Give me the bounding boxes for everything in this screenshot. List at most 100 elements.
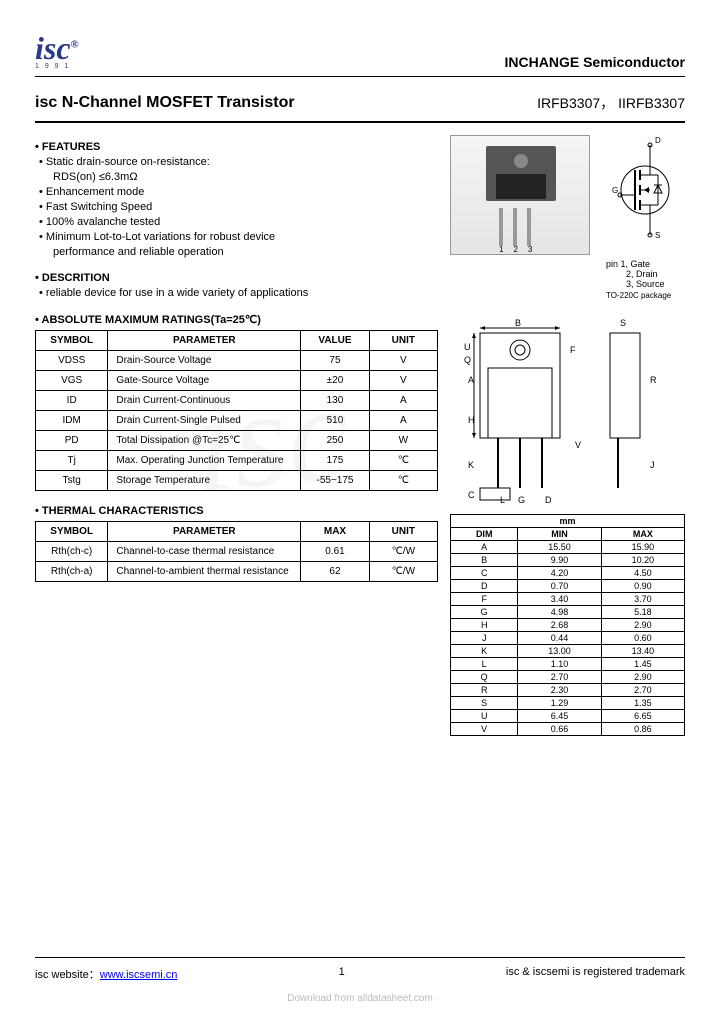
table-cell: Channel-to-case thermal resistance — [108, 542, 301, 562]
table-cell: 62 — [301, 562, 369, 582]
svg-text:G: G — [612, 186, 618, 195]
table-cell: 13.40 — [601, 645, 684, 658]
table-cell: 13.00 — [518, 645, 601, 658]
pin-3-label: 3, Source — [626, 279, 685, 289]
svg-text:G: G — [518, 495, 525, 505]
table-row: Q2.702.90 — [451, 671, 685, 684]
table-cell: Rth(ch-a) — [36, 562, 108, 582]
svg-text:H: H — [468, 415, 475, 425]
svg-text:R: R — [650, 375, 657, 385]
table-cell: 75 — [301, 351, 369, 371]
table-cell: 0.90 — [601, 580, 684, 593]
table-cell: 6.45 — [518, 710, 601, 723]
pin-2-label: 2, Drain — [626, 269, 685, 279]
description-heading: • DESCRITION — [35, 272, 438, 284]
table-row: L1.101.45 — [451, 658, 685, 671]
table-cell: Rth(ch-c) — [36, 542, 108, 562]
table-cell: VDSS — [36, 351, 108, 371]
table-cell: G — [451, 606, 518, 619]
table-cell: 0.44 — [518, 632, 601, 645]
col-symbol: SYMBOL — [36, 522, 108, 542]
table-row: Rth(ch-c)Channel-to-case thermal resista… — [36, 542, 438, 562]
table-cell: W — [369, 431, 437, 451]
table-cell: IDM — [36, 411, 108, 431]
table-cell: 4.98 — [518, 606, 601, 619]
col-value: VALUE — [301, 331, 369, 351]
table-cell: 1.45 — [601, 658, 684, 671]
table-row: C4.204.50 — [451, 567, 685, 580]
table-cell: L — [451, 658, 518, 671]
table-cell: H — [451, 619, 518, 632]
table-row: PDTotal Dissipation @Tc=25℃250W — [36, 431, 438, 451]
download-note: Download from alldatasheet.com — [0, 993, 720, 1004]
title-bar: isc N-Channel MOSFET Transistor IRFB3307… — [35, 85, 685, 123]
table-cell: 0.60 — [601, 632, 684, 645]
package-row: 123 D — [450, 135, 685, 300]
right-column: 123 D — [450, 135, 685, 736]
table-cell: 2.70 — [518, 671, 601, 684]
svg-text:J: J — [650, 460, 655, 470]
table-cell: 6.65 — [601, 710, 684, 723]
table-cell: Storage Temperature — [108, 471, 301, 491]
table-header-row: DIM MIN MAX — [451, 528, 685, 541]
dimensions-table: mm DIM MIN MAX A15.5015.90B9.9010.20C4.2… — [450, 514, 685, 736]
pin-1-label: pin 1, Gate — [606, 259, 685, 269]
col-dim: DIM — [451, 528, 518, 541]
table-cell: 4.50 — [601, 567, 684, 580]
description-text: • reliable device for use in a wide vari… — [39, 287, 438, 299]
table-row: VDSSDrain-Source Voltage75V — [36, 351, 438, 371]
table-cell: U — [451, 710, 518, 723]
svg-text:B: B — [515, 318, 521, 328]
table-row: VGSGate-Source Voltage±20V — [36, 371, 438, 391]
table-cell: 0.86 — [601, 723, 684, 736]
col-max: MAX — [301, 522, 369, 542]
col-unit: UNIT — [369, 522, 437, 542]
table-cell: J — [451, 632, 518, 645]
col-max: MAX — [601, 528, 684, 541]
svg-text:D: D — [545, 495, 552, 505]
table-header-row: SYMBOL PARAMETER MAX UNIT — [36, 522, 438, 542]
company-name: INCHANGE Semiconductor — [505, 54, 685, 70]
table-cell: 2.70 — [601, 684, 684, 697]
table-cell: Drain-Source Voltage — [108, 351, 301, 371]
table-cell: R — [451, 684, 518, 697]
footer-website: isc website：www.iscsemi.cn — [35, 966, 177, 982]
table-row: U6.456.65 — [451, 710, 685, 723]
table-cell: 0.70 — [518, 580, 601, 593]
part-numbers: IRFB3307， IIRFB3307 — [537, 93, 685, 113]
table-row: IDDrain Current-Continuous130A — [36, 391, 438, 411]
table-row: S1.291.35 — [451, 697, 685, 710]
trademark-notice: isc & iscsemi is registered trademark — [506, 966, 685, 982]
table-cell: A — [451, 541, 518, 554]
table-cell: PD — [36, 431, 108, 451]
col-parameter: PARAMETER — [108, 522, 301, 542]
table-cell: 3.40 — [518, 593, 601, 606]
table-cell: Tj — [36, 451, 108, 471]
dims-heading: mm — [451, 515, 685, 528]
page-title: isc N-Channel MOSFET Transistor — [35, 94, 295, 112]
table-cell: 1.35 — [601, 697, 684, 710]
page-number: 1 — [339, 966, 345, 982]
table-cell: F — [451, 593, 518, 606]
table-cell: 2.90 — [601, 671, 684, 684]
table-row: Rth(ch-a)Channel-to-ambient thermal resi… — [36, 562, 438, 582]
table-row: J0.440.60 — [451, 632, 685, 645]
table-cell: S — [451, 697, 518, 710]
table-cell: V — [369, 371, 437, 391]
feature-item: • Fast Switching Speed — [39, 201, 438, 213]
left-column: • FEATURES • Static drain-source on-resi… — [35, 135, 438, 736]
table-row: IDMDrain Current-Single Pulsed510A — [36, 411, 438, 431]
table-row: B9.9010.20 — [451, 554, 685, 567]
svg-text:Q: Q — [464, 355, 471, 365]
website-link[interactable]: www.iscsemi.cn — [100, 969, 178, 981]
table-cell: B — [451, 554, 518, 567]
table-cell: D — [451, 580, 518, 593]
table-cell: ℃ — [369, 451, 437, 471]
svg-text:V: V — [575, 440, 581, 450]
absmax-table: SYMBOL PARAMETER VALUE UNIT VDSSDrain-So… — [35, 330, 438, 491]
table-cell: 2.90 — [601, 619, 684, 632]
table-cell: 15.90 — [601, 541, 684, 554]
thermal-heading: • THERMAL CHARACTERISTICS — [35, 505, 438, 517]
table-cell: 9.90 — [518, 554, 601, 567]
mosfet-symbol-icon: D — [600, 135, 685, 255]
